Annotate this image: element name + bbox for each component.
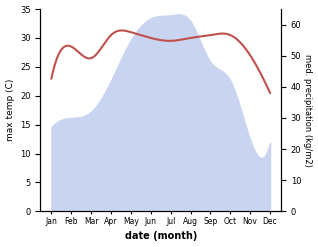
Y-axis label: med. precipitation (kg/m2): med. precipitation (kg/m2) xyxy=(303,54,313,167)
X-axis label: date (month): date (month) xyxy=(125,231,197,242)
Y-axis label: max temp (C): max temp (C) xyxy=(5,79,15,141)
